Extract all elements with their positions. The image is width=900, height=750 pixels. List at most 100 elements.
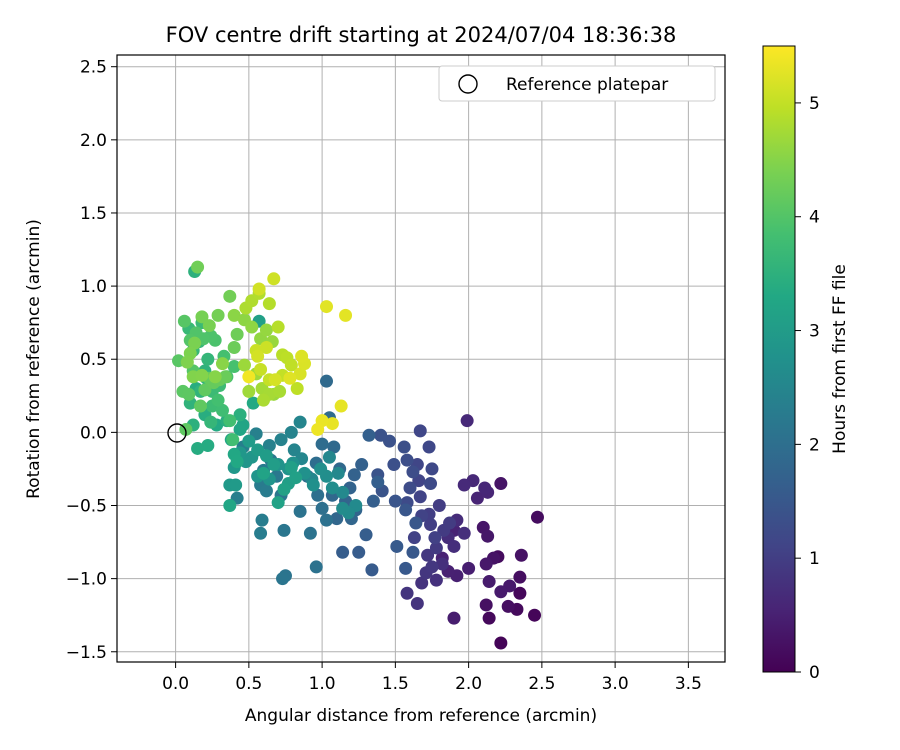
- y-tick-label: 1.0: [80, 277, 107, 297]
- data-point: [233, 422, 247, 436]
- data-point: [271, 496, 285, 510]
- data-point: [277, 523, 291, 537]
- data-point: [407, 531, 421, 545]
- data-point: [347, 468, 361, 482]
- data-point: [494, 585, 508, 599]
- data-point: [428, 531, 442, 545]
- legend: Reference platepar: [438, 65, 716, 102]
- data-point: [293, 504, 307, 518]
- data-point: [415, 576, 429, 590]
- colorbar-tick-label: 2: [809, 435, 820, 455]
- data-point: [429, 573, 443, 587]
- data-point: [366, 494, 380, 508]
- data-point: [287, 443, 301, 457]
- x-tick-label: 2.0: [455, 674, 482, 694]
- data-point: [257, 466, 271, 480]
- data-point: [362, 428, 376, 442]
- data-point: [195, 368, 209, 382]
- data-point: [215, 403, 229, 417]
- data-point: [352, 545, 366, 559]
- data-point: [413, 490, 427, 504]
- colorbar-tick-label: 5: [809, 94, 820, 114]
- data-point: [514, 548, 528, 562]
- data-point: [204, 415, 218, 429]
- data-point: [320, 300, 334, 314]
- data-point: [425, 462, 439, 476]
- data-point: [284, 460, 298, 474]
- data-point: [425, 560, 439, 574]
- data-point: [295, 349, 309, 363]
- data-point: [227, 341, 241, 355]
- data-point: [447, 611, 461, 625]
- data-point: [188, 336, 202, 350]
- data-point: [259, 323, 273, 337]
- data-point: [274, 433, 288, 447]
- data-point: [460, 414, 474, 428]
- data-point: [424, 518, 438, 532]
- colorbar-gradient: [762, 45, 796, 673]
- data-point: [470, 491, 484, 505]
- data-point: [208, 370, 222, 384]
- data-point: [400, 453, 414, 467]
- colorbar-ticks: 0 1 2 3 4 5: [795, 94, 820, 683]
- data-point: [271, 320, 285, 334]
- y-axis-label: Rotation from reference (arcmin): [24, 219, 44, 499]
- data-point: [462, 561, 476, 575]
- data-point: [320, 374, 334, 388]
- data-point: [177, 314, 191, 328]
- data-point: [482, 611, 496, 625]
- data-point: [406, 545, 420, 559]
- data-point: [400, 586, 414, 600]
- data-point: [262, 439, 276, 453]
- data-point: [494, 636, 508, 650]
- data-point: [242, 370, 256, 384]
- data-point: [513, 586, 527, 600]
- data-point: [246, 396, 260, 410]
- y-tick-label: 2.5: [80, 58, 107, 78]
- y-axis-ticks: −1.5 −1.0 −0.5 0.0 0.5 1.0 1.5 2.0 2.5: [66, 58, 117, 663]
- data-point: [262, 297, 276, 311]
- data-point: [223, 498, 237, 512]
- data-point: [202, 319, 216, 333]
- colorbar-label: Hours from first FF file: [830, 264, 850, 454]
- data-point: [257, 393, 271, 407]
- data-point: [327, 440, 341, 454]
- data-point: [325, 481, 339, 495]
- data-point: [421, 548, 435, 562]
- data-point: [230, 327, 244, 341]
- data-point: [233, 408, 247, 422]
- legend-label: Reference platepar: [506, 75, 668, 95]
- data-point: [457, 526, 471, 540]
- data-point: [311, 422, 325, 436]
- data-point: [276, 572, 290, 586]
- data-point: [528, 608, 542, 622]
- data-point: [315, 501, 329, 515]
- data-point: [403, 481, 417, 495]
- data-point: [513, 570, 527, 584]
- data-point: [306, 478, 320, 492]
- data-point: [424, 477, 438, 491]
- plot-frame: [116, 54, 726, 663]
- data-point: [330, 512, 344, 526]
- data-point: [479, 598, 493, 612]
- x-tick-label: 1.5: [382, 674, 409, 694]
- data-point: [194, 399, 208, 413]
- data-point: [182, 387, 196, 401]
- data-point: [494, 477, 508, 491]
- data-point: [315, 437, 329, 451]
- data-point: [268, 373, 282, 387]
- data-point: [309, 560, 323, 574]
- data-point: [237, 358, 251, 372]
- data-point: [325, 417, 339, 431]
- data-point: [374, 428, 388, 442]
- data-point: [359, 528, 373, 542]
- data-point: [227, 308, 241, 322]
- x-tick-label: 3.5: [675, 674, 702, 694]
- data-point: [371, 475, 385, 489]
- data-point: [409, 516, 423, 530]
- data-point: [259, 449, 273, 463]
- data-point: [443, 516, 457, 530]
- data-point: [259, 341, 273, 355]
- data-point: [365, 563, 379, 577]
